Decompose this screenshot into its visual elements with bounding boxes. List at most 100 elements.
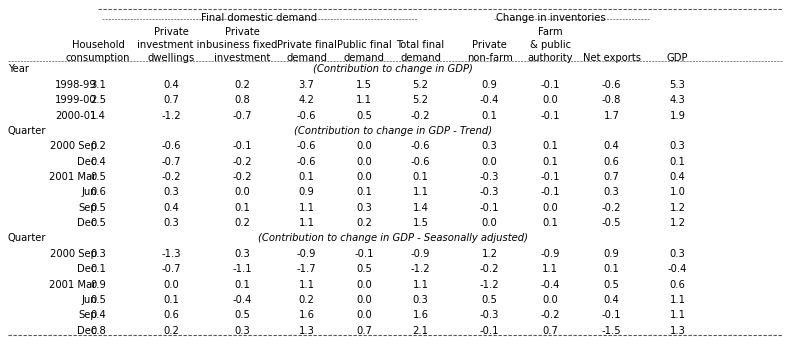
Text: -0.1: -0.1 <box>541 187 560 197</box>
Text: 0.6: 0.6 <box>670 280 685 289</box>
Text: 0.2: 0.2 <box>356 218 372 228</box>
Text: 2.1: 2.1 <box>413 326 428 336</box>
Text: non-farm: non-farm <box>467 53 512 63</box>
Text: -0.3: -0.3 <box>480 187 499 197</box>
Text: 0.1: 0.1 <box>670 157 685 167</box>
Text: (Contribution to change in GDP): (Contribution to change in GDP) <box>313 64 473 75</box>
Text: 0.3: 0.3 <box>234 249 250 259</box>
Text: 0.4: 0.4 <box>604 141 619 151</box>
Text: 1.6: 1.6 <box>413 310 428 320</box>
Text: 2.5: 2.5 <box>90 95 106 105</box>
Text: 0.0: 0.0 <box>356 295 372 305</box>
Text: & public: & public <box>530 40 571 50</box>
Text: -1.2: -1.2 <box>411 264 430 274</box>
Text: Sep: Sep <box>78 203 97 213</box>
Text: 0.5: 0.5 <box>356 111 372 121</box>
Text: Household: Household <box>72 40 125 50</box>
Text: 0.1: 0.1 <box>482 111 498 121</box>
Text: 0.4: 0.4 <box>90 310 106 320</box>
Text: -0.1: -0.1 <box>541 111 560 121</box>
Text: investment: investment <box>214 53 270 63</box>
Text: 3.7: 3.7 <box>299 80 314 90</box>
Text: 0.3: 0.3 <box>413 295 428 305</box>
Text: -1.1: -1.1 <box>233 264 252 274</box>
Text: -0.9: -0.9 <box>297 249 316 259</box>
Text: 0.6: 0.6 <box>163 310 179 320</box>
Text: 4.3: 4.3 <box>670 95 685 105</box>
Text: Private: Private <box>225 27 259 37</box>
Text: Final domestic demand: Final domestic demand <box>201 13 318 23</box>
Text: consumption: consumption <box>66 53 130 63</box>
Text: Change in inventories: Change in inventories <box>496 13 605 23</box>
Text: -0.8: -0.8 <box>602 95 621 105</box>
Text: -0.4: -0.4 <box>480 95 499 105</box>
Text: 1.2: 1.2 <box>482 249 498 259</box>
Text: 0.5: 0.5 <box>482 295 498 305</box>
Text: 1.3: 1.3 <box>670 326 685 336</box>
Text: 0.0: 0.0 <box>356 141 372 151</box>
Text: 1.2: 1.2 <box>670 218 685 228</box>
Text: 0.1: 0.1 <box>234 203 250 213</box>
Text: 0.1: 0.1 <box>356 187 372 197</box>
Text: 0.1: 0.1 <box>604 264 619 274</box>
Text: 0.0: 0.0 <box>356 172 372 182</box>
Text: business fixed: business fixed <box>207 40 277 50</box>
Text: 0.2: 0.2 <box>90 141 106 151</box>
Text: -0.1: -0.1 <box>541 172 560 182</box>
Text: 0.5: 0.5 <box>90 172 106 182</box>
Text: Sep: Sep <box>78 310 97 320</box>
Text: 1.7: 1.7 <box>604 111 619 121</box>
Text: 0.0: 0.0 <box>542 295 558 305</box>
Text: 2001 Mar: 2001 Mar <box>50 280 97 289</box>
Text: demand: demand <box>286 53 327 63</box>
Text: -0.1: -0.1 <box>480 203 499 213</box>
Text: -0.1: -0.1 <box>541 80 560 90</box>
Text: -0.2: -0.2 <box>480 264 499 274</box>
Text: -0.2: -0.2 <box>233 157 252 167</box>
Text: (Contribution to change in GDP - Seasonally adjusted): (Contribution to change in GDP - Seasona… <box>258 234 528 243</box>
Text: -0.6: -0.6 <box>297 111 316 121</box>
Text: 0.1: 0.1 <box>234 280 250 289</box>
Text: 0.5: 0.5 <box>356 264 372 274</box>
Text: 0.9: 0.9 <box>90 280 106 289</box>
Text: 2000 Sep: 2000 Sep <box>50 249 97 259</box>
Text: 0.3: 0.3 <box>163 218 179 228</box>
Text: 0.7: 0.7 <box>356 326 372 336</box>
Text: 0.0: 0.0 <box>482 218 498 228</box>
Text: -0.2: -0.2 <box>602 203 621 213</box>
Text: Year: Year <box>8 64 29 75</box>
Text: 1999-00: 1999-00 <box>55 95 97 105</box>
Text: Dec: Dec <box>77 157 97 167</box>
Text: 0.5: 0.5 <box>604 280 619 289</box>
Text: Farm: Farm <box>538 27 563 37</box>
Text: 4.2: 4.2 <box>299 95 314 105</box>
Text: Quarter: Quarter <box>8 234 46 243</box>
Text: Private: Private <box>472 40 507 50</box>
Text: 1.1: 1.1 <box>299 218 314 228</box>
Text: -0.4: -0.4 <box>668 264 687 274</box>
Text: demand: demand <box>400 53 441 63</box>
Text: 0.4: 0.4 <box>604 295 619 305</box>
Text: -0.4: -0.4 <box>233 295 252 305</box>
Text: 0.2: 0.2 <box>234 80 250 90</box>
Text: 1.4: 1.4 <box>90 111 106 121</box>
Text: 1.1: 1.1 <box>670 295 685 305</box>
Text: -0.2: -0.2 <box>162 172 181 182</box>
Text: 0.1: 0.1 <box>299 172 314 182</box>
Text: Quarter: Quarter <box>8 126 46 136</box>
Text: -0.7: -0.7 <box>233 111 252 121</box>
Text: Public final: Public final <box>336 40 391 50</box>
Text: 0.3: 0.3 <box>604 187 619 197</box>
Text: 0.5: 0.5 <box>234 310 250 320</box>
Text: Jun: Jun <box>81 295 97 305</box>
Text: Dec: Dec <box>77 264 97 274</box>
Text: 1.0: 1.0 <box>670 187 685 197</box>
Text: 1.5: 1.5 <box>413 218 428 228</box>
Text: Dec: Dec <box>77 218 97 228</box>
Text: 0.0: 0.0 <box>356 310 372 320</box>
Text: 0.4: 0.4 <box>90 157 106 167</box>
Text: 5.2: 5.2 <box>413 80 428 90</box>
Text: -1.5: -1.5 <box>602 326 621 336</box>
Text: 1.9: 1.9 <box>670 111 685 121</box>
Text: 3.1: 3.1 <box>90 80 106 90</box>
